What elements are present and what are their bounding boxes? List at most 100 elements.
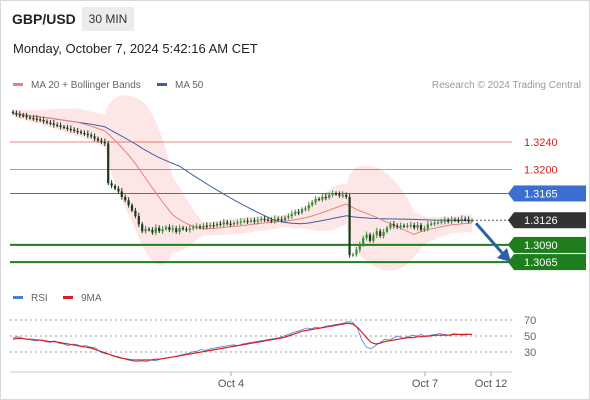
candle-body bbox=[300, 209, 304, 213]
legend-ma20: MA 20 + Bollinger Bands bbox=[13, 80, 141, 91]
candle-body bbox=[351, 254, 355, 256]
candle-body bbox=[467, 219, 470, 221]
candle-body bbox=[100, 140, 103, 142]
legend-ma50-label: MA 50 bbox=[175, 80, 204, 91]
candle-body bbox=[294, 211, 297, 215]
candle-body bbox=[130, 205, 134, 211]
rsi-ma-swatch bbox=[63, 295, 73, 299]
candle-body bbox=[59, 125, 62, 127]
candle-body bbox=[202, 225, 205, 228]
candle-body bbox=[212, 225, 215, 227]
candle-body bbox=[195, 226, 198, 228]
candle-body bbox=[239, 221, 242, 223]
candle-body bbox=[304, 208, 307, 210]
candle-body bbox=[151, 229, 154, 233]
candle-body bbox=[42, 120, 45, 122]
candle-body bbox=[158, 227, 161, 232]
candle-body bbox=[35, 118, 38, 120]
ma50-line bbox=[12, 112, 473, 225]
rsi-line bbox=[12, 321, 472, 363]
datetime-label: Monday, October 7, 2024 5:42:16 AM CET bbox=[13, 41, 258, 56]
candle-body bbox=[137, 216, 140, 225]
candle-body bbox=[147, 229, 151, 231]
candle-body bbox=[171, 228, 174, 230]
candle-body bbox=[39, 119, 42, 121]
candle-body bbox=[222, 222, 225, 225]
candle-body bbox=[18, 114, 21, 116]
candle-body bbox=[334, 193, 338, 195]
pivot-tag-pointer-1.3165 bbox=[508, 185, 514, 202]
timeframe-badge[interactable]: 30 MIN bbox=[82, 7, 134, 31]
candle-body bbox=[110, 183, 113, 186]
candle-body bbox=[96, 138, 100, 141]
candle-body bbox=[232, 222, 236, 225]
candle-body bbox=[341, 194, 344, 197]
ma20-line bbox=[12, 112, 473, 235]
candle-body bbox=[382, 231, 385, 237]
candle-body bbox=[266, 219, 270, 221]
candle-body bbox=[287, 216, 290, 218]
candle-body bbox=[188, 228, 191, 230]
candle-body bbox=[249, 220, 253, 222]
candle-body bbox=[324, 196, 327, 199]
candle-body bbox=[423, 228, 426, 230]
candle-body bbox=[443, 220, 446, 222]
legend-ma50: MA 50 bbox=[157, 80, 203, 91]
rsi-ma-line bbox=[12, 322, 472, 361]
x-tick-label: Oct 4 bbox=[218, 378, 244, 390]
candle-body bbox=[127, 200, 130, 206]
candle-body bbox=[181, 227, 185, 230]
support-label-1.3090: 1.3090 bbox=[524, 240, 558, 252]
candle-body bbox=[32, 117, 35, 120]
candle-body bbox=[409, 225, 412, 227]
candle-body bbox=[76, 131, 79, 133]
candle-body bbox=[277, 218, 280, 221]
candle-body bbox=[134, 210, 137, 217]
ma20-swatch bbox=[13, 82, 23, 86]
candle-body bbox=[117, 188, 120, 192]
candle-body bbox=[256, 220, 259, 222]
rsi-tick-50: 50 bbox=[524, 331, 536, 343]
candle-body bbox=[314, 198, 317, 203]
candle-body bbox=[430, 223, 433, 225]
candle-body bbox=[263, 218, 266, 221]
candle-body bbox=[178, 227, 181, 232]
legend-ma20-label: MA 20 + Bollinger Bands bbox=[31, 80, 141, 91]
candle-body bbox=[229, 223, 232, 225]
candle-body bbox=[273, 218, 276, 221]
candle-body bbox=[192, 227, 195, 229]
candle-body bbox=[436, 222, 440, 224]
candle-body bbox=[372, 235, 375, 241]
candle-body bbox=[450, 219, 453, 222]
candle-body bbox=[22, 115, 25, 117]
candle-body bbox=[144, 229, 147, 232]
current-tag-pointer-1.3126 bbox=[508, 212, 514, 229]
support-tag-pointer-1.3090 bbox=[508, 236, 514, 253]
candle-body bbox=[379, 231, 382, 237]
legend-rsi-label: RSI bbox=[31, 293, 48, 304]
candle-body bbox=[219, 223, 222, 225]
candle-body bbox=[175, 228, 178, 232]
candle-body bbox=[215, 223, 219, 226]
candle-body bbox=[168, 227, 171, 230]
forecast-arrow-line bbox=[474, 222, 506, 257]
candle-body bbox=[290, 214, 293, 217]
candle-body bbox=[45, 121, 49, 123]
candle-body bbox=[413, 225, 416, 228]
current-tag-1.3126 bbox=[514, 212, 586, 229]
candle-body bbox=[73, 129, 76, 132]
candle-body bbox=[396, 225, 399, 228]
candle-body bbox=[236, 222, 239, 224]
candle-body bbox=[209, 225, 212, 227]
candle-body bbox=[15, 113, 18, 115]
candle-body bbox=[120, 191, 123, 197]
candle-body bbox=[205, 225, 208, 227]
support-tag-pointer-1.3065 bbox=[508, 254, 514, 271]
candle-body bbox=[362, 238, 365, 245]
candle-body bbox=[375, 231, 378, 236]
candle-body bbox=[113, 185, 117, 189]
rsi-tick-70: 70 bbox=[524, 315, 536, 327]
candle-body bbox=[103, 141, 106, 144]
candle-body bbox=[86, 133, 89, 136]
legend-rsi-ma: 9MA bbox=[63, 293, 102, 304]
